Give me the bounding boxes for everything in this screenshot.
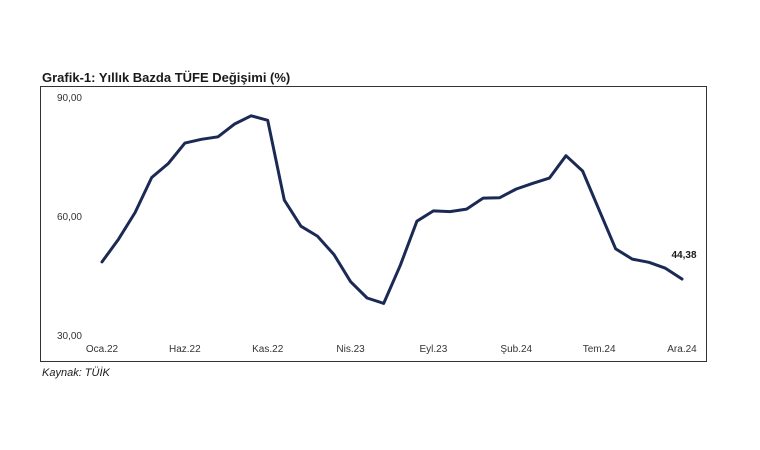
- x-tick-label: Kas.22: [252, 344, 284, 355]
- series-line-t-fe: [100, 114, 684, 305]
- x-tick-label: Oca.22: [86, 344, 119, 355]
- chart-title: Grafik-1: Yıllık Bazda TÜFE Değişimi (%): [42, 70, 291, 85]
- chart-frame: [40, 86, 707, 362]
- data-label: 44,38: [671, 250, 696, 261]
- y-tick-label: 30,00: [57, 331, 82, 342]
- source-note: Kaynak: TÜİK: [42, 367, 110, 379]
- x-tick-label: Tem.24: [583, 344, 616, 355]
- x-tick-label: Nis.23: [336, 344, 365, 355]
- y-tick-label: 90,00: [57, 93, 82, 104]
- x-tick-label: Eyl.23: [420, 344, 448, 355]
- y-tick-label: 60,00: [57, 212, 82, 223]
- x-tick-label: Haz.22: [169, 344, 201, 355]
- x-tick-label: Ara.24: [667, 344, 697, 355]
- x-tick-label: Şub.24: [500, 344, 532, 355]
